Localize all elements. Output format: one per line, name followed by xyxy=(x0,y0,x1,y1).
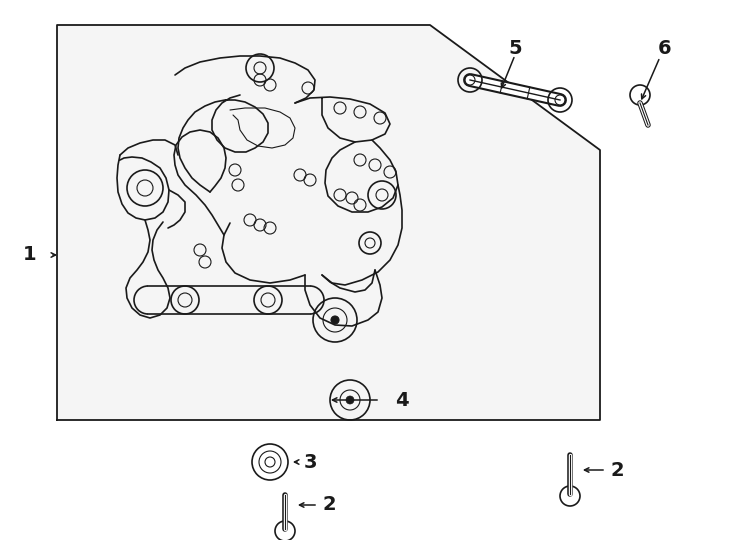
Text: 3: 3 xyxy=(304,453,318,471)
Text: 2: 2 xyxy=(610,461,624,480)
Text: 2: 2 xyxy=(322,496,335,515)
Circle shape xyxy=(331,316,339,324)
Text: 6: 6 xyxy=(658,38,672,57)
Text: 4: 4 xyxy=(395,390,409,409)
Polygon shape xyxy=(57,25,600,420)
Text: 5: 5 xyxy=(508,38,522,57)
Text: 1: 1 xyxy=(23,246,37,265)
Circle shape xyxy=(346,396,354,404)
